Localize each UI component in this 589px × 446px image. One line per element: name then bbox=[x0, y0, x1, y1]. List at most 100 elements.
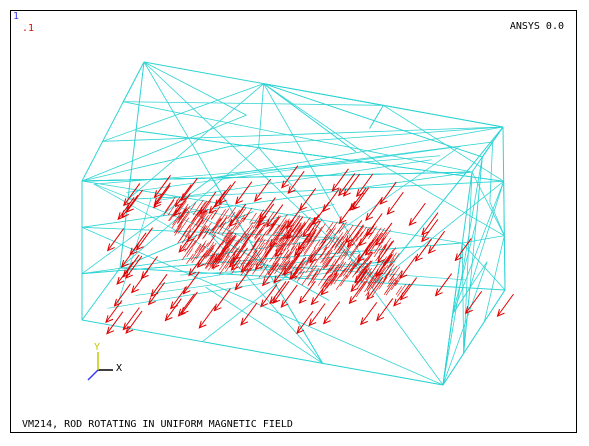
mesh-edge bbox=[119, 147, 259, 269]
rod-vector bbox=[225, 231, 233, 242]
field-vector bbox=[280, 284, 298, 308]
field-vector bbox=[297, 227, 315, 251]
rod-vector bbox=[360, 267, 370, 281]
rod-vector bbox=[191, 211, 199, 223]
field-vector bbox=[199, 191, 217, 215]
field-vector bbox=[125, 255, 143, 279]
field-vector bbox=[377, 240, 395, 264]
rod-vector bbox=[199, 200, 212, 217]
rod-vector bbox=[306, 229, 316, 244]
field-vector bbox=[258, 197, 276, 221]
rod-vector bbox=[333, 270, 344, 285]
rod-vector bbox=[389, 265, 398, 277]
rod-vector bbox=[298, 223, 306, 234]
rod-vector bbox=[327, 237, 336, 249]
field-vector bbox=[131, 270, 149, 294]
rod-vector bbox=[384, 240, 393, 253]
rod-vector bbox=[320, 246, 328, 258]
rod-vector bbox=[242, 256, 249, 266]
field-vector bbox=[434, 273, 453, 297]
field-vector bbox=[294, 233, 312, 257]
field-vector bbox=[421, 219, 439, 243]
rod-vector bbox=[336, 240, 345, 252]
rod-vector bbox=[305, 217, 316, 231]
rod-vector bbox=[240, 259, 252, 276]
rod-vector bbox=[275, 248, 287, 264]
rod-vector bbox=[219, 208, 230, 222]
field-vector bbox=[302, 214, 320, 238]
rod-vector bbox=[395, 286, 403, 295]
field-vector bbox=[228, 244, 247, 268]
field-vector bbox=[464, 290, 483, 315]
field-vector bbox=[266, 204, 284, 228]
rod-vector bbox=[308, 221, 321, 238]
coordinate-triad bbox=[87, 352, 113, 381]
rod-vector bbox=[177, 215, 184, 225]
rod-vector bbox=[186, 234, 198, 250]
rod-vector bbox=[378, 244, 386, 254]
mesh-edge bbox=[452, 222, 477, 315]
rod-vector bbox=[391, 280, 399, 291]
rod-vector bbox=[365, 271, 372, 281]
rod-vector bbox=[295, 257, 305, 271]
mesh-edge bbox=[179, 261, 396, 276]
rod-vector bbox=[302, 237, 313, 252]
rod-vector bbox=[264, 241, 272, 251]
rod-vector bbox=[355, 231, 363, 242]
rod-vector bbox=[326, 250, 338, 268]
rod-vector bbox=[292, 269, 299, 279]
rod-vector bbox=[221, 238, 231, 252]
rod-vector bbox=[364, 242, 371, 252]
rod-vector bbox=[322, 250, 333, 265]
mesh-edge bbox=[258, 147, 377, 283]
rod-vector bbox=[287, 243, 299, 260]
field-vector bbox=[320, 272, 338, 296]
mesh-edge bbox=[127, 180, 504, 200]
rod-vector bbox=[394, 269, 403, 282]
field-vector bbox=[214, 184, 232, 208]
rod-vector bbox=[251, 224, 261, 237]
rod-vector bbox=[397, 283, 407, 297]
rod-vector bbox=[180, 210, 190, 223]
rod-vector bbox=[314, 223, 326, 239]
field-vector bbox=[180, 291, 198, 315]
triad-y-label: Y bbox=[94, 342, 101, 353]
rod-vector bbox=[338, 267, 346, 279]
rod-vector bbox=[189, 215, 199, 229]
rod-vector bbox=[346, 265, 356, 279]
rod-vector bbox=[336, 223, 344, 234]
rod-vector bbox=[286, 219, 294, 231]
rod-vector bbox=[385, 279, 397, 296]
rod-vector bbox=[177, 200, 187, 213]
rod-vector bbox=[217, 240, 225, 250]
rod-vector bbox=[180, 212, 190, 225]
rod-vector bbox=[387, 277, 395, 288]
field-vector bbox=[358, 223, 376, 247]
rod-vector bbox=[276, 234, 286, 248]
field-vector bbox=[289, 256, 307, 281]
rod-vector bbox=[378, 277, 388, 290]
field-vector bbox=[296, 310, 314, 334]
field-vector bbox=[342, 173, 361, 197]
field-vector bbox=[414, 238, 432, 262]
rod-vector bbox=[264, 247, 271, 257]
field-vector bbox=[376, 298, 394, 322]
window-number: 1 bbox=[13, 11, 20, 22]
mesh-edge bbox=[176, 205, 253, 243]
rod-vector bbox=[382, 271, 391, 283]
field-vector bbox=[355, 173, 374, 198]
rod-vector bbox=[389, 266, 401, 281]
rod-vector bbox=[254, 224, 265, 239]
rod-vector bbox=[182, 206, 191, 218]
rod-vector bbox=[318, 234, 327, 246]
rod-vector bbox=[175, 224, 182, 233]
field-vector bbox=[153, 185, 171, 209]
rod-vector bbox=[334, 236, 343, 248]
rod-vector bbox=[286, 245, 295, 259]
field-vector bbox=[211, 245, 229, 270]
rod-vector bbox=[230, 233, 237, 242]
field-vector bbox=[188, 253, 206, 277]
rod-vector bbox=[221, 231, 232, 246]
rod-vector bbox=[321, 253, 329, 263]
